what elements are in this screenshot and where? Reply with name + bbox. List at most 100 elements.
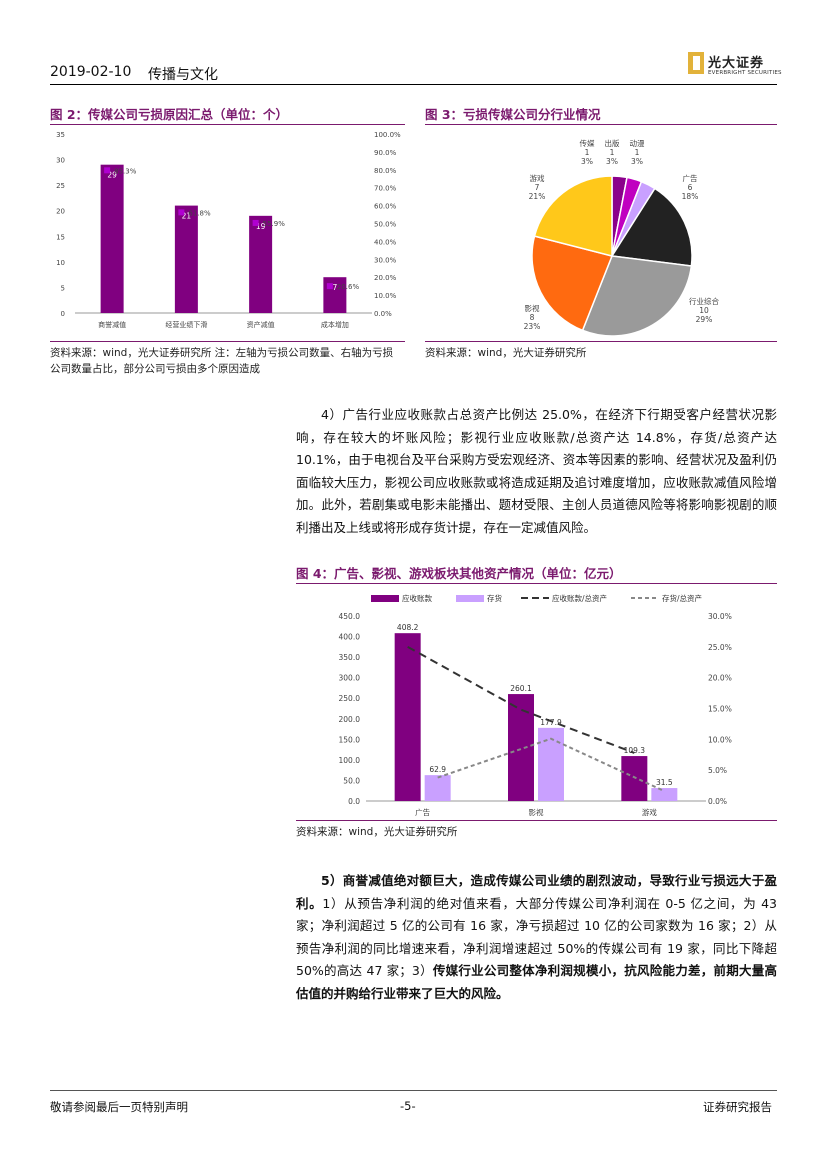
fig4-lines (407, 645, 665, 793)
fig3-slice-label: 7 (535, 183, 540, 192)
fig2-bar-value-label: 29 (107, 171, 117, 180)
fig3-title-rule (425, 124, 777, 125)
fig2-y2-tick-label: 70.0% (374, 185, 397, 193)
fig2-pct-label: 85.3% (114, 167, 137, 175)
fig2-y-tick-label: 0 (61, 310, 65, 318)
fig4-y2-tick-label: 20.0% (708, 674, 732, 683)
fig3-slice-label: 23% (524, 322, 541, 331)
footer-report-type: 证券研究报告 (703, 1100, 772, 1114)
fig3-slice-label: 21% (529, 192, 546, 201)
fig2-y2-tick-label: 10.0% (374, 292, 397, 300)
report-section: 传播与文化 (148, 67, 218, 83)
fig3-source: 资料来源：wind，光大证券研究所 (425, 347, 587, 359)
paragraph-5-lead: 5）商誉减值绝对额巨大，造成传媒公司业绩的剧烈波动，导致行业亏损远大于盈利。 (296, 873, 777, 911)
fig2-axes: 0 5 10 15 20 25 30 35 0.0% 10.0% 20.0% 30.0% 40.0% 50… (56, 131, 401, 318)
fig4-y2-tick-label: 25.0% (708, 643, 732, 652)
fig4-category-label: 广告 (415, 807, 430, 817)
fig4-y-tick-label: 100.0 (339, 756, 361, 765)
fig4-y-tick-label: 300.0 (339, 674, 361, 683)
fig2-pct-marker (178, 209, 185, 216)
fig2-pct-label: 20.6% (337, 283, 360, 291)
fig2-pct-marker (252, 219, 259, 226)
fig4-chart: 应收账款 存货 应收账款/总资产 存货/总资产 0.0 50.0 100.0 150.0 20… (339, 593, 732, 817)
fig3-pie-slice (533, 175, 613, 257)
fig4-bar-label: 260.1 (510, 684, 532, 693)
fig3-slice-label: 出版 (605, 138, 620, 148)
fig4-source: 资料来源：wind，光大证券研究所 (296, 826, 458, 838)
fig4-bottom-rule (296, 820, 777, 821)
fig3-slice-label: 18% (682, 192, 699, 201)
fig2-category-label: 经营业绩下滑 (165, 320, 207, 329)
fig4-bar-label: 31.5 (656, 778, 673, 787)
fig3-slice-label: 8 (530, 313, 535, 322)
fig3-slice-label: 影视 (525, 303, 540, 313)
paragraph-5: 5）商誉减值绝对额巨大，造成传媒公司业绩的剧烈波动，导致行业亏损远大于盈利。1）… (296, 870, 777, 1005)
fig4-line-receivables-ratio (407, 645, 635, 754)
fig2-bar (100, 164, 124, 313)
fig2-bar (249, 215, 273, 313)
paragraph-5-body: 1）从预告净利润的绝对值来看，大部分传媒公司净利润在 0-5 亿之间，为 43 … (296, 895, 777, 979)
fig3-title: 图 3：亏损传媒公司分行业情况 (425, 107, 601, 122)
fig4-y-tick-label: 50.0 (343, 776, 360, 785)
fig3-slice-label: 动漫 (630, 138, 645, 148)
fig2-y-tick-label: 5 (61, 284, 65, 292)
fig3-pie-slice (531, 235, 614, 332)
fig4-bar-receivables (394, 633, 421, 801)
fig4-legend-label: 存货 (487, 593, 502, 603)
fig4-bar-inventory (651, 788, 678, 801)
fig3-slice-label: 3% (581, 157, 593, 166)
fig3-slice-label: 传媒 (580, 138, 595, 148)
fig2-y2-tick-label: 80.0% (374, 167, 397, 175)
fig4-y2-tick-label: 0.0% (708, 797, 727, 806)
fig2-pct-label: 55.9% (263, 220, 286, 228)
fig3-slice-label: 行业综合 (689, 296, 719, 306)
fig4-y-tick-label: 400.0 (339, 633, 361, 642)
fig2-y2-tick-label: 20.0% (374, 274, 397, 282)
fig2-bar-value-label: 7 (332, 283, 337, 292)
fig4-category-label: 影视 (529, 807, 544, 817)
paragraph-4: 4）广告行业应收账款占总资产比例达 25.0%，在经济下行期受客户经营状况影响，… (296, 407, 777, 535)
page-number: -5- (400, 1099, 416, 1113)
fig4-bars: 408.2 62.9 广告 260.1 177.9 影视 109.3 31.5 游戏 (394, 623, 678, 817)
fig2-title: 图 2：传媒公司亏损原因汇总（单位：个） (50, 107, 289, 122)
fig3-slice-label: 3% (631, 157, 643, 166)
fig3-pie-slice (581, 255, 693, 337)
fig4-axes: 0.0 50.0 100.0 150.0 200.0 250.0 300.0 350.0 400… (339, 612, 732, 806)
logo-mark-icon (688, 52, 704, 74)
footer-divider (50, 1090, 777, 1091)
fig4-bar-inventory (538, 727, 564, 801)
fig4-y-tick-label: 200.0 (339, 715, 361, 724)
fig2-category-label: 成本增加 (321, 320, 349, 329)
fig2-y2-tick-label: 90.0% (374, 149, 397, 157)
fig3-pie-slice (610, 187, 693, 267)
fig4-bar-label: 177.9 (540, 718, 562, 727)
fig3-slice-label: 29% (696, 315, 713, 324)
fig4-bar-receivables (621, 756, 648, 801)
fig4-title: 图 4：广告、影视、游戏板块其他资产情况（单位：亿元） (296, 566, 622, 581)
fig3-slice-label: 3% (606, 157, 618, 166)
report-date: 2019-02-10 (50, 64, 132, 80)
fig2-chart: 0 5 10 15 20 25 30 35 0.0% 10.0% 20.0% 30.0% 40.0% 50… (56, 131, 401, 329)
fig4-y-tick-label: 350.0 (339, 653, 361, 662)
fig4-bar-label: 62.9 (429, 765, 446, 774)
fig4-y2-tick-label: 5.0% (708, 766, 727, 775)
fig3-bottom-rule (425, 341, 777, 342)
header-divider (50, 84, 777, 85)
fig4-legend-label: 存货/总资产 (662, 593, 702, 603)
fig2-bar-value-label: 19 (256, 222, 266, 231)
fig3-chart: 传媒13%出版13%动漫13%广告618%行业综合1029%影视823%游戏72… (524, 138, 719, 337)
fig2-y2-tick-label: 0.0% (374, 310, 392, 318)
fig4-y2-tick-label: 30.0% (708, 612, 732, 621)
fig3-slice-label: 游戏 (530, 173, 545, 183)
fig2-y2-tick-label: 100.0% (374, 131, 401, 139)
fig2-category-label: 资产减值 (247, 320, 275, 329)
fig3-slice-label: 6 (688, 183, 693, 192)
paragraph-5-conclusion: 传媒行业公司整体净利润规模小，抗风险能力差，前期大量高估值的并购给行业带来了巨大… (296, 963, 777, 1001)
fig3-slice-label: 1 (585, 148, 590, 157)
fig3-slice-label: 10 (699, 306, 709, 315)
logo-text-en: EVERBRIGHT SECURITIES (708, 70, 782, 76)
fig4-category-label: 游戏 (642, 807, 657, 817)
logo-text-cn: 光大证券 (708, 56, 765, 71)
company-logo: 光大证券 EVERBRIGHT SECURITIES (688, 52, 782, 82)
